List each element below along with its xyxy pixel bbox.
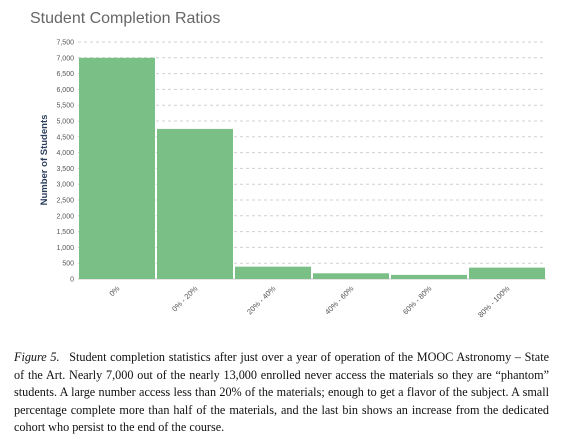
bar xyxy=(391,274,467,279)
bar xyxy=(235,266,311,279)
y-tick-label: 3,000 xyxy=(56,182,74,189)
y-tick-label: 6,500 xyxy=(56,71,74,78)
y-tick-label: 1,500 xyxy=(56,229,74,236)
y-tick-label: 7,000 xyxy=(56,55,74,62)
y-tick-label: 4,500 xyxy=(56,134,74,141)
y-tick-label: 0 xyxy=(70,277,74,284)
y-axis-ticks: 0 500 1,000 1,500 2,000 2,500 3,000 3,500 4,000 4… xyxy=(56,40,74,284)
figure-label: Figure 5. xyxy=(14,350,60,364)
y-tick-label: 6,000 xyxy=(56,87,74,94)
y-tick-label: 7,500 xyxy=(56,40,74,47)
y-tick-label: 2,500 xyxy=(56,198,74,205)
figure-caption: Figure 5. Student completion statistics … xyxy=(14,349,549,437)
bar xyxy=(469,267,545,279)
x-tick-label: 80% - 100% xyxy=(476,284,511,319)
y-tick-label: 5,000 xyxy=(56,119,74,126)
x-tick-label: 20% - 40% xyxy=(245,284,278,317)
x-tick-label: 0% xyxy=(107,284,121,298)
y-tick-label: 2,000 xyxy=(56,213,74,220)
x-tick-label: 40% - 60% xyxy=(323,284,356,317)
y-tick-label: 4,000 xyxy=(56,150,74,157)
y-tick-label: 1,000 xyxy=(56,245,74,252)
bar-layer xyxy=(79,57,545,279)
grid-layer xyxy=(78,41,546,280)
caption-text: Student completion statistics after just… xyxy=(14,350,550,434)
x-tick-label: 0% - 20% xyxy=(170,284,200,314)
chart-title: Student Completion Ratios xyxy=(30,10,221,27)
bar xyxy=(313,273,389,279)
bar-chart: 0 500 1,000 1,500 2,000 2,500 3,000 3,500 4,000 4… xyxy=(39,40,546,319)
y-tick-label: 3,500 xyxy=(56,166,74,173)
bar xyxy=(157,128,233,279)
bar xyxy=(79,57,155,279)
x-tick-label: 60% - 80% xyxy=(401,284,434,317)
y-tick-label: 5,500 xyxy=(56,103,74,110)
x-axis-ticks: 0% 0% - 20% 20% - 40% 40% - 60% 60% - 80% 80%… xyxy=(107,284,511,319)
y-tick-label: 500 xyxy=(62,261,74,268)
y-axis-label: Number of Students xyxy=(39,115,50,206)
